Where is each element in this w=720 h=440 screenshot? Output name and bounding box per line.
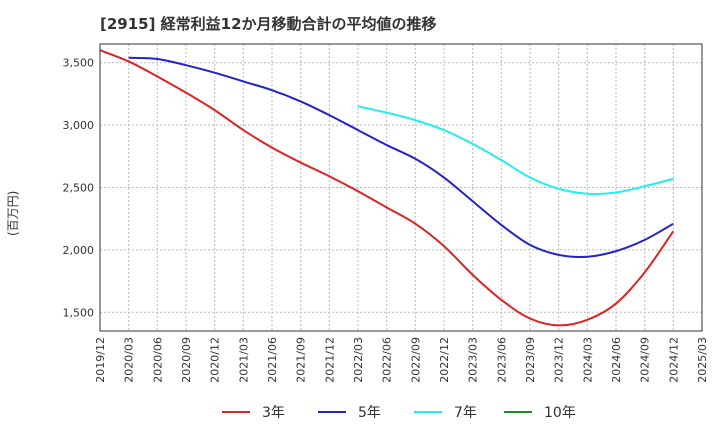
x-tick-label: 2023/09 bbox=[524, 337, 537, 383]
grid-lines bbox=[99, 44, 703, 331]
x-tick-label: 2020/09 bbox=[180, 337, 193, 383]
x-tick-label: 2021/03 bbox=[237, 337, 250, 383]
legend: 3年 5年 7年 10年 bbox=[0, 400, 720, 424]
chart-title: [2915] 経常利益12か月移動合計の平均値の推移 bbox=[100, 15, 437, 33]
x-tick-label: 2023/12 bbox=[553, 337, 566, 383]
plot-frame bbox=[99, 43, 703, 332]
x-tick-label: 2024/09 bbox=[639, 337, 652, 383]
x-tick-label: 2020/03 bbox=[123, 337, 136, 383]
legend-item: 10年 bbox=[504, 400, 576, 424]
series-lines bbox=[99, 49, 675, 327]
legend-item: 7年 bbox=[414, 400, 477, 424]
x-tick-label: 2022/03 bbox=[352, 337, 365, 383]
x-tick-label: 2023/03 bbox=[467, 337, 480, 383]
legend-label: 10年 bbox=[544, 405, 576, 421]
series-line bbox=[128, 56, 674, 259]
x-tick-label: 2019/12 bbox=[94, 337, 107, 383]
x-tick-label: 2021/09 bbox=[295, 337, 308, 383]
y-tick-label: 1,500 bbox=[63, 306, 95, 319]
legend-label: 5年 bbox=[358, 405, 381, 421]
x-tick-label: 2020/06 bbox=[151, 337, 164, 383]
x-tick-label: 2024/03 bbox=[581, 337, 594, 383]
legend-item: 5年 bbox=[318, 400, 381, 424]
x-tick-label: 2020/12 bbox=[209, 337, 222, 383]
x-tick-label: 2025/03 bbox=[696, 337, 709, 383]
legend-swatch bbox=[222, 411, 250, 413]
x-tick-label: 2022/09 bbox=[409, 337, 422, 383]
y-tick-label: 3,000 bbox=[63, 119, 95, 132]
x-tick-label: 2022/06 bbox=[381, 337, 394, 383]
legend-swatch bbox=[504, 411, 532, 413]
y-tick-label: 2,000 bbox=[63, 244, 95, 257]
legend-swatch bbox=[414, 411, 442, 413]
legend-label: 3年 bbox=[262, 405, 285, 421]
legend-label: 7年 bbox=[454, 405, 477, 421]
x-tick-label: 2024/06 bbox=[610, 337, 623, 383]
x-tick-label: 2023/06 bbox=[495, 337, 508, 383]
legend-item: 3年 bbox=[222, 400, 285, 424]
x-tick-label: 2021/12 bbox=[323, 337, 336, 383]
y-tick-label: 2,500 bbox=[63, 182, 95, 195]
series-line bbox=[99, 49, 675, 327]
x-tick-label: 2022/12 bbox=[438, 337, 451, 383]
x-tick-label: 2021/06 bbox=[266, 337, 279, 383]
y-tick-labels: 1,500 2,000 2,500 3,000 3,500 bbox=[63, 57, 95, 320]
x-tick-labels: 2019/12 2020/03 2020/06 2020/09 2020/12 2021/… bbox=[94, 337, 709, 383]
x-tick-label: 2024/12 bbox=[667, 337, 680, 383]
y-tick-label: 3,500 bbox=[63, 57, 95, 70]
legend-swatch bbox=[318, 411, 346, 413]
series-line bbox=[357, 105, 674, 195]
